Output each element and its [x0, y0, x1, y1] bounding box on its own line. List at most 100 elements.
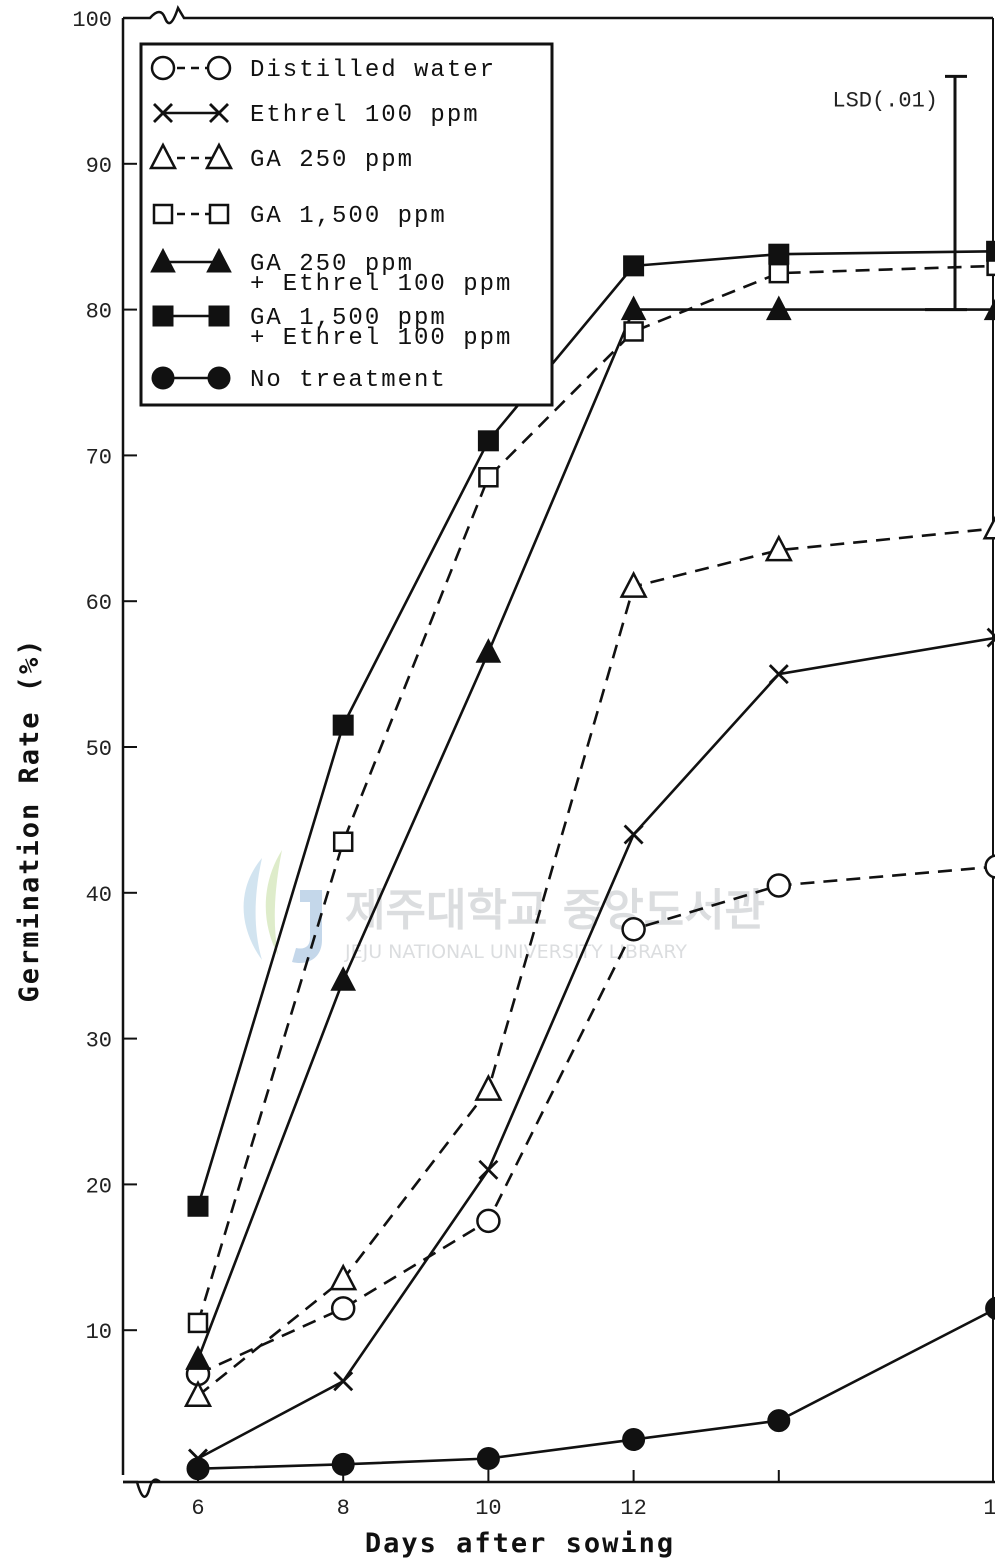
- legend-label: Ethrel 100 ppm: [250, 102, 480, 129]
- lsd-bar: LSD(.01): [832, 74, 967, 312]
- watermark-english: JEJU NATIONAL UNIVERSITY LIBRARY: [344, 941, 687, 963]
- y-axis-ticks: 10 20 30 40 50 60 70 80 90 100: [72, 8, 137, 1345]
- y-tick-label: 30: [86, 1029, 112, 1054]
- data-point-distilled-water: [330, 1296, 356, 1321]
- data-point-ga-250-ppm-ethrel-100-ppm: [185, 1345, 211, 1370]
- data-point-ga-250-ppm: [183, 1380, 213, 1408]
- data-point-ga-250-ppm-ethrel-100-ppm: [765, 295, 792, 321]
- x-axis-title: Days after sowing: [365, 1528, 675, 1559]
- lsd-label: LSD(.01): [832, 88, 938, 113]
- series-line-ga-250-ppm: [197, 527, 995, 1397]
- legend-item-ga-250-ppm: GA 250 ppm: [148, 142, 414, 174]
- legend-marker: [206, 55, 232, 81]
- y-tick-label: 100: [72, 8, 112, 33]
- legend-item-no-treatment: No treatment: [151, 366, 447, 394]
- data-point-distilled-water: [984, 854, 995, 879]
- series-markers: [183, 240, 995, 1481]
- legend-marker: [152, 203, 174, 225]
- series-line-no-treatment: [197, 1307, 995, 1471]
- y-tick-label: 40: [86, 883, 112, 908]
- data-point-ga-250-ppm-ethrel-100-ppm: [330, 966, 357, 991]
- data-point-no-treatment: [767, 1409, 791, 1433]
- y-tick-label: 50: [86, 737, 112, 762]
- y-tick-label: 80: [86, 300, 112, 325]
- series-lines: [196, 250, 995, 1471]
- data-point-no-treatment: [476, 1447, 500, 1471]
- legend-item-ga-1-500-ppm: GA 1,500 ppm: [152, 203, 445, 230]
- data-point-no-treatment: [985, 1296, 995, 1320]
- series-line-ethrel-100-ppm: [197, 636, 995, 1460]
- data-point-ga-1-500-ppm: [768, 262, 790, 284]
- series-line-ga-1-500-ppm: [196, 264, 995, 1324]
- data-point-ga-250-ppm: [329, 1263, 358, 1291]
- legend-marker: [153, 103, 173, 123]
- legend-label: Distilled water: [250, 57, 496, 84]
- legend-item-ethrel-100-ppm: Ethrel 100 ppm: [153, 102, 480, 129]
- data-point-ga-250-ppm: [982, 515, 995, 540]
- legend-item-ga-1-500-ppm-ethrel-100-ppm: GA 1,500 ppm+ Ethrel 100 ppm: [152, 305, 512, 352]
- data-point-ga-1-500-ppm: [623, 321, 644, 342]
- data-point-ethrel-100-ppm: [623, 824, 644, 845]
- legend-box: [139, 42, 554, 407]
- legend-marker: [151, 366, 175, 390]
- data-point-no-treatment: [186, 1457, 210, 1481]
- y-tick-label: 10: [86, 1320, 112, 1345]
- data-point-ga-1-500-ppm-ethrel-100-ppm: [187, 1195, 209, 1217]
- data-point-no-treatment: [622, 1428, 646, 1452]
- data-point-ga-250-ppm: [764, 534, 793, 562]
- legend-marker: [206, 247, 232, 273]
- data-point-distilled-water: [476, 1208, 501, 1234]
- data-point-ga-1-500-ppm: [478, 467, 499, 488]
- data-point-distilled-water: [621, 917, 646, 942]
- data-point-ga-1-500-ppm-ethrel-100-ppm: [768, 243, 790, 265]
- watermark-korean: 제주대학교 중앙도서관: [345, 885, 765, 936]
- y-tick-label: 60: [86, 591, 112, 616]
- data-point-ga-250-ppm-ethrel-100-ppm: [983, 298, 995, 321]
- data-point-ga-250-ppm-ethrel-100-ppm: [475, 638, 502, 663]
- legend-label: No treatment: [250, 367, 447, 394]
- legend-label: GA 250 ppm: [250, 251, 414, 278]
- legend-marker: [148, 142, 178, 170]
- series-line-distilled-water: [197, 865, 995, 1376]
- series-layer: [183, 240, 995, 1481]
- legend-marker: [208, 203, 230, 225]
- series-line-ga-1-500-ppm-ethrel-100-ppm: [196, 250, 995, 1207]
- legend-label: GA 1,500 ppm: [250, 305, 447, 332]
- data-point-ethrel-100-ppm: [478, 1159, 499, 1180]
- legend-item-distilled-water: Distilled water: [150, 55, 496, 84]
- data-point-ga-1-500-ppm-ethrel-100-ppm: [332, 714, 354, 736]
- x-axis-ticks: 6 8 10 12 17: [191, 1470, 995, 1521]
- data-point-ga-1-500-ppm: [332, 831, 354, 853]
- library-watermark: 제주대학교 중앙도서관 JEJU NATIONAL UNIVERSITY LIB…: [243, 850, 765, 964]
- y-tick-label: 20: [86, 1174, 112, 1199]
- data-point-distilled-water: [766, 873, 792, 898]
- x-tick-label: 8: [337, 1496, 350, 1521]
- data-point-ga-1-500-ppm: [187, 1312, 209, 1334]
- legend-marker: [150, 55, 176, 81]
- legend-marker: [208, 305, 230, 327]
- x-tick-label: 12: [620, 1496, 646, 1521]
- legend-marker: [150, 247, 176, 273]
- legend-label-line2: + Ethrel 100 ppm: [250, 325, 512, 352]
- data-point-ethrel-100-ppm: [768, 664, 789, 685]
- series-line-ga-250-ppm-ethrel-100-ppm: [196, 308, 995, 1360]
- x-tick-label: 6: [191, 1496, 204, 1521]
- data-point-ga-1-500-ppm-ethrel-100-ppm: [477, 430, 499, 452]
- data-point-ga-1-500-ppm: [986, 255, 995, 277]
- legend-item-ga-250-ppm-ethrel-100-ppm: GA 250 ppm+ Ethrel 100 ppm: [150, 247, 510, 298]
- data-point-ethrel-100-ppm: [986, 627, 995, 648]
- legend-marker: [207, 366, 231, 390]
- data-point-no-treatment: [331, 1452, 355, 1476]
- data-point-ga-250-ppm-ethrel-100-ppm: [620, 295, 647, 321]
- x-tick-label: 10: [475, 1496, 501, 1521]
- y-tick-label: 70: [86, 445, 112, 470]
- data-point-ga-1-500-ppm-ethrel-100-ppm: [986, 240, 995, 262]
- y-axis-title: Germination Rate (%): [14, 637, 45, 1002]
- x-tick-label: 17: [983, 1496, 995, 1521]
- data-point-ethrel-100-ppm: [333, 1371, 354, 1392]
- data-point-ga-250-ppm: [474, 1073, 503, 1101]
- legend-label: GA 250 ppm: [250, 147, 414, 174]
- legend-marker: [209, 103, 229, 123]
